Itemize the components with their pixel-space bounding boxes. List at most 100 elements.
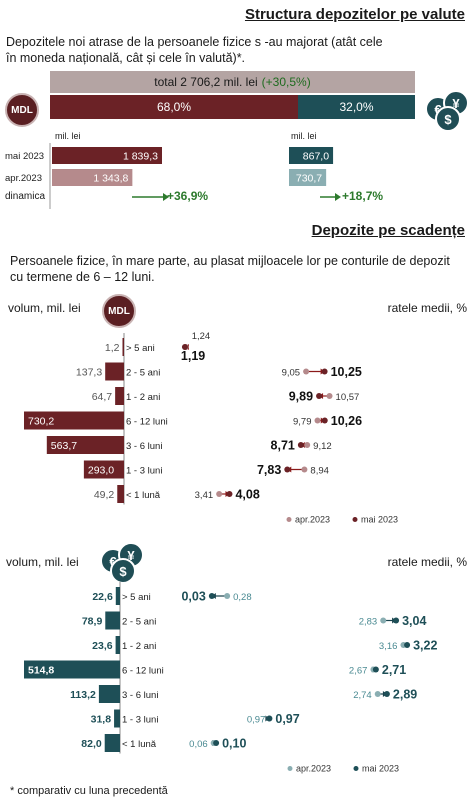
volume-label: 730,2 [28,416,54,428]
mdl-chart-icon: MDL [102,294,136,328]
apr-rate-label: 10,57 [336,392,360,403]
total-change: (+30,5%) [261,75,311,89]
mai-rate-label: 0,03 [181,590,205,604]
maturity-label: 6 - 12 luni [122,666,164,677]
apr-rate-label: 8,94 [310,466,329,477]
apr-rate-label: 3,16 [379,641,398,652]
mai-rate-point [404,642,411,648]
footnote: * comparativ cu luna precedentă [10,785,168,797]
maturity-label: < 1 lună [122,739,157,750]
mai-rate-point [383,691,390,697]
fx-growth-arrow-icon [320,193,341,201]
volume-bar [24,660,120,679]
mai-rate-point [321,417,328,424]
maturity-label: 6 - 12 luni [126,417,168,428]
mai-rate-label: 1,19 [181,349,205,363]
currency-structure-title: Structura depozitelor pe valute [244,6,465,23]
fx-volume-axis-label: volum, mil. lei [6,555,79,569]
apr-rate-label: 2,83 [359,617,378,628]
maturity-label: 2 - 5 ani [122,617,156,628]
total-label: total 2 706,2 mil. lei [154,75,258,89]
apr-rate-label: 0,06 [189,739,208,750]
maturity-label: < 1 lună [126,490,161,501]
mai-rate-point [393,617,400,624]
fx-share-label: 32,0% [339,100,374,114]
volume-label: 113,2 [70,689,96,701]
currency-rows-chart: mai 2023 1 839,3 867,0 apr.2023 1 343,8 730,7 [5,143,334,209]
mai-rate-label: 4,08 [235,488,259,502]
volume-label: 23,6 [92,640,113,652]
mdl-value-bar [52,147,162,164]
volume-bar [117,485,124,503]
maturity-title: Depozite pe scadențe [311,222,465,239]
volume-bar [115,587,120,605]
maturity-label: 1 - 3 luni [122,715,158,726]
legend-apr-label: apr.2023 [296,764,331,774]
apr-rate-label: 3,41 [195,490,214,501]
apr-rate-point [216,491,223,497]
apr-rate-point [380,617,387,624]
volume-label: 563,7 [51,440,77,452]
currency-structure-description: Depozitele noi atrase de la persoanele f… [6,35,383,65]
mai-rate-label: 2,89 [393,688,417,702]
mai-rate-label: 2,71 [382,663,406,677]
mdl-value-label: 1 343,8 [93,173,128,185]
mai-rate-label: 7,83 [257,463,281,477]
apr-rate-point [314,417,321,424]
mdl-unit-label: mil. lei [55,131,81,141]
fx-unit-label: mil. lei [291,131,317,141]
mai-rate-point [208,593,215,599]
mai-rate-point [297,442,304,448]
volume-label: 64,7 [92,391,113,403]
fx-chart-coins-icon: € ¥ $ [100,542,144,584]
volume-label: 1,2 [105,342,120,354]
maturity-label: 2 - 5 ani [126,368,160,379]
mai-rate-point [266,715,273,722]
volume-bar [115,387,124,405]
fx-share-bar: 32,0% [298,95,415,119]
maturity-label: > 5 ani [126,343,155,354]
legend-mai-marker [353,766,359,771]
fx-value-bar [289,169,327,186]
apr-rate-label: 9,79 [293,417,312,428]
fx-rates-axis-label: ratele medii, % [387,555,467,569]
legend-mai-label: mai 2023 [361,515,398,525]
mai-rate-point [321,368,328,375]
volume-bar [46,436,124,454]
volume-label: 137,3 [76,367,102,379]
mdl-maturity-chart: 1,2 > 5 ani 1,24 1,19 137,3 2 - 5 ani 10,25 9,0… [24,331,398,525]
volume-bar [98,685,120,703]
fx-growth-value: +18,7% [342,189,384,203]
mai-rate-label: 0,97 [275,712,299,726]
maturity-label: 1 - 2 ani [126,392,160,403]
volume-bar [24,411,124,430]
volume-label: 31,8 [91,714,112,726]
mdl-value-label: 1 839,3 [123,151,158,163]
legend-apr-marker [286,517,292,522]
mai-rate-point [226,491,233,497]
volume-label: 293,0 [88,465,114,477]
legend-mai-marker [352,517,358,522]
apr-rate-point [224,593,231,599]
mdl-growth-arrow-icon [132,193,169,201]
mai-rate-point [181,344,188,350]
fx-value-label: 730,7 [296,173,322,185]
mai-rate-label: 9,89 [289,390,313,404]
apr-rate-label: 0,28 [233,592,252,603]
mai-rate-label: 3,22 [413,639,437,653]
row-label: apr.2023 [5,173,42,184]
mai-rate-label: 8,71 [271,439,295,453]
mdl-icon: MDL [5,93,39,127]
mai-rate-label: 10,25 [331,365,362,379]
apr-rate-label: 9,05 [282,368,301,379]
mai-rate-point [284,466,291,473]
mai-rate-point [213,740,220,746]
fx-value-label: 867,0 [303,151,329,163]
mai-rate-label: 10,26 [331,414,362,428]
mdl-share-bar: 68,0% [50,95,298,119]
maturity-label: 3 - 6 luni [126,441,162,452]
fx-value-bar [289,147,334,164]
apr-rate-label: 2,74 [353,690,372,701]
volume-bar [114,709,120,728]
mai-rate-label: 0,10 [222,737,246,751]
